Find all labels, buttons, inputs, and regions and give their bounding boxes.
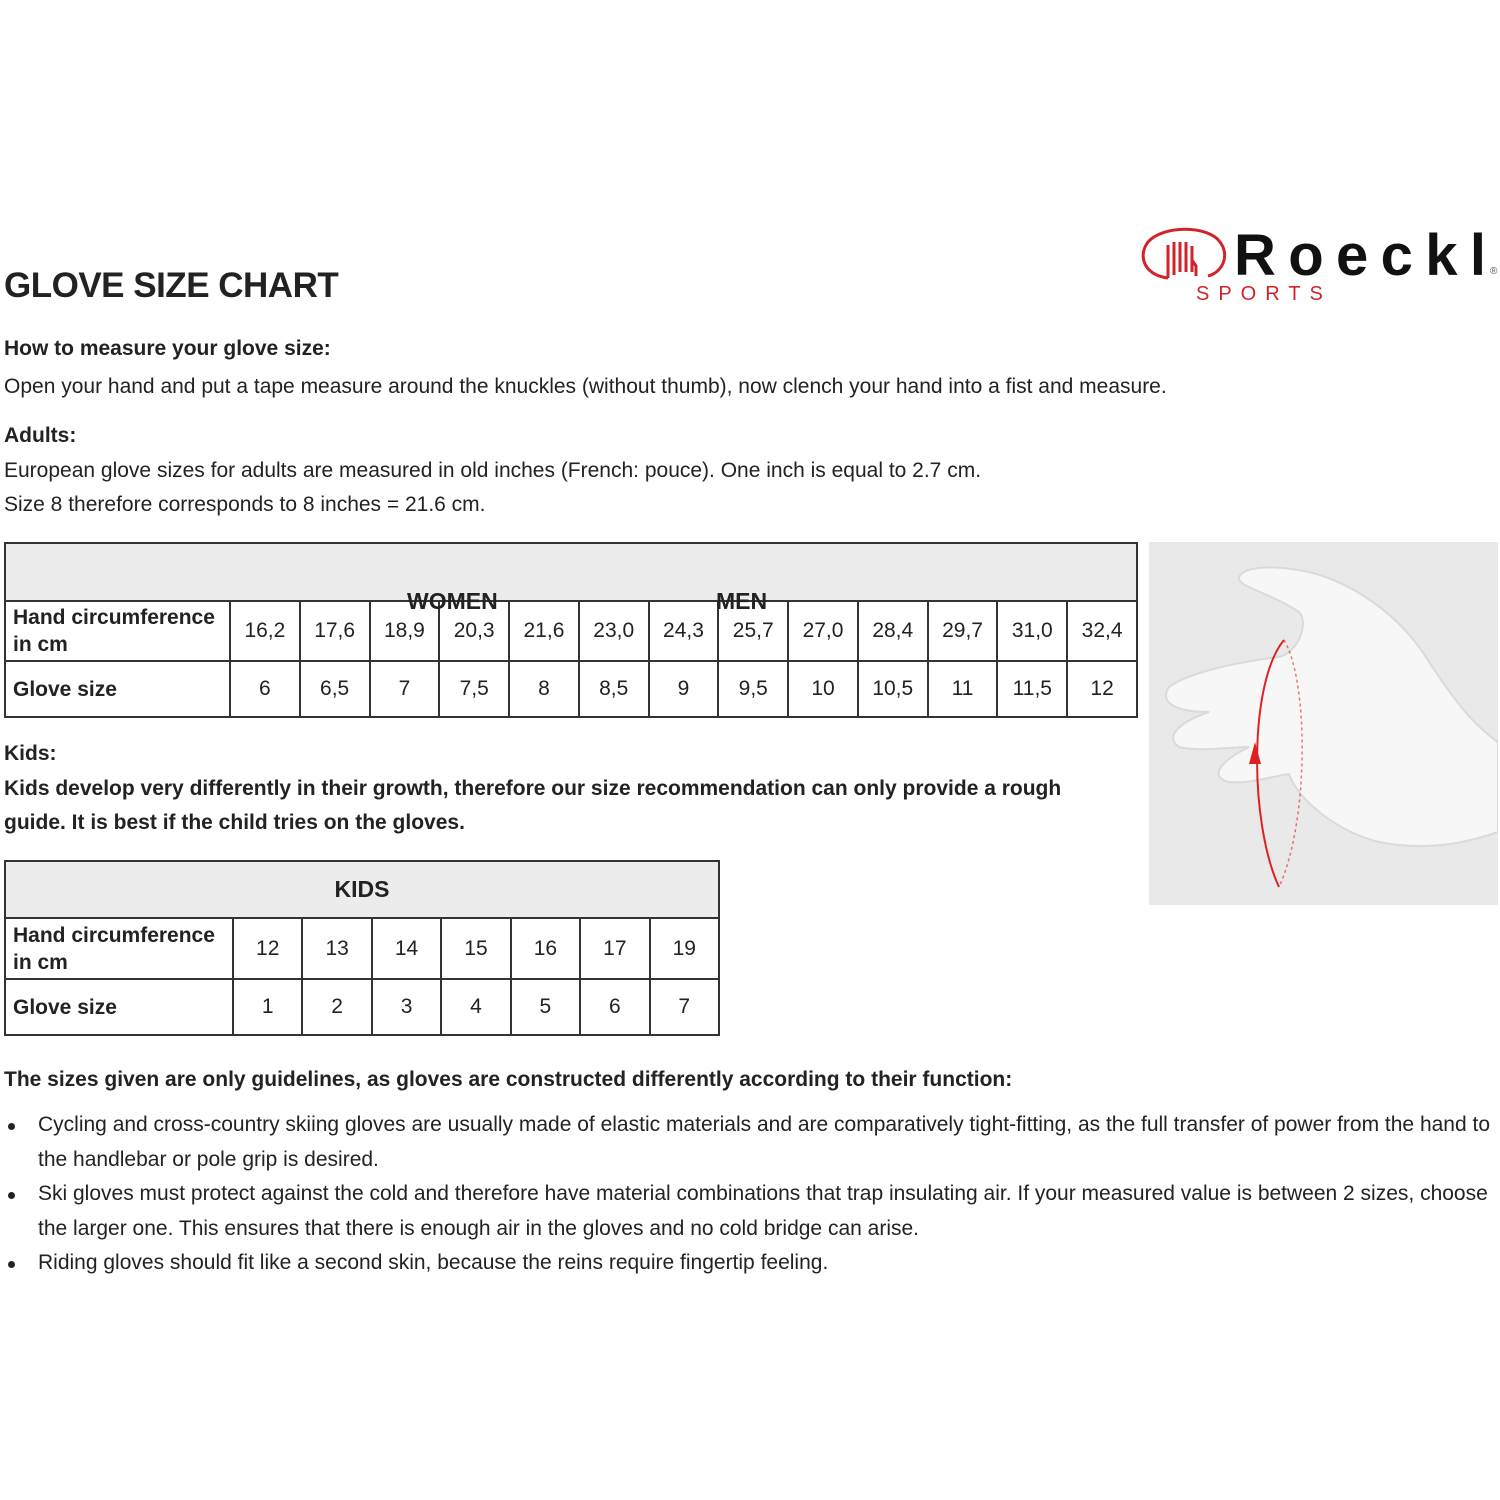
adult-size-row: Glove size 6 6,5 7 7,5 8 8,5 9 9,5 10 10,5 11 11,5 1… [4, 660, 1138, 718]
table-cell: 1 [231, 978, 304, 1036]
adult-size-table: WOMEN MEN Hand circumference in cm 16,2 1… [4, 542, 1138, 718]
adults-heading: Adults: [4, 424, 77, 447]
table-cell: 7 [648, 978, 721, 1036]
row-label: Hand circumference in cm [4, 917, 234, 980]
adult-header-row: WOMEN MEN [4, 542, 1138, 614]
svg-text:®: ® [1490, 266, 1498, 277]
kids-header-row: KIDS [4, 860, 720, 919]
table-cell: 12 [1066, 660, 1138, 718]
table-cell: 19 [648, 917, 721, 980]
table-cell: 16 [509, 917, 582, 980]
table-cell: 18,9 [368, 600, 441, 662]
notes-heading: The sizes given are only guidelines, as … [4, 1068, 1013, 1091]
table-cell: 16,2 [229, 600, 301, 662]
table-cell: 10,5 [856, 660, 929, 718]
table-cell: 29,7 [926, 600, 999, 662]
list-item: Cycling and cross-country skiing gloves … [4, 1108, 1494, 1177]
kids-heading: Kids: [4, 742, 57, 765]
table-cell: 4 [440, 978, 512, 1036]
kids-circumference-row: Hand circumference in cm 12 13 14 15 16 17 19 [4, 917, 721, 980]
table-cell: 2 [301, 978, 373, 1036]
table-cell: 21,6 [508, 600, 580, 662]
table-cell: 24,3 [647, 600, 720, 662]
table-cell: 10 [787, 660, 859, 718]
table-cell: 15 [440, 917, 512, 980]
adults-line1: European glove sizes for adults are meas… [4, 459, 982, 482]
adult-circumference-row: Hand circumference in cm 16,2 17,6 18,9 20,… [4, 600, 1138, 662]
table-cell: 14 [370, 917, 443, 980]
group-men: MEN [716, 588, 768, 614]
table-cell: 9,5 [717, 660, 790, 718]
table-cell: 11,5 [996, 660, 1069, 718]
list-item: Riding gloves should fit like a second s… [4, 1246, 1494, 1281]
row-label: Glove size [4, 978, 234, 1036]
table-cell: 32,4 [1066, 600, 1138, 662]
row-label: Glove size [4, 660, 231, 718]
hand-measurement-image [1149, 542, 1499, 905]
table-cell: 12 [231, 917, 304, 980]
table-cell: 13 [301, 917, 373, 980]
measure-heading: How to measure your glove size: [4, 337, 331, 360]
group-women: WOMEN [407, 588, 498, 614]
table-cell: 7,5 [438, 660, 511, 718]
table-cell: 28,4 [856, 600, 929, 662]
page-title: GLOVE SIZE CHART [4, 266, 339, 305]
table-cell: 27,0 [787, 600, 859, 662]
row-label: Hand circumference in cm [4, 600, 231, 662]
table-cell: 3 [370, 978, 443, 1036]
notes-list: Cycling and cross-country skiing gloves … [4, 1108, 1494, 1281]
table-cell: 11 [926, 660, 999, 718]
table-cell: 25,7 [717, 600, 790, 662]
kids-size-table: KIDS Hand circumference in cm 12 13 14 15 16… [4, 860, 721, 1036]
table-cell: 17 [579, 917, 651, 980]
roeckl-logo: Roeckl ® SPORTS [1138, 220, 1500, 310]
table-cell: 23,0 [577, 600, 650, 662]
brand-name: Roeckl [1234, 223, 1484, 288]
table-cell: 7 [368, 660, 441, 718]
table-cell: 31,0 [996, 600, 1069, 662]
table-cell: 6,5 [298, 660, 371, 718]
table-cell: 8,5 [577, 660, 650, 718]
table-cell: 20,3 [438, 600, 511, 662]
list-item: Ski gloves must protect against the cold… [4, 1177, 1494, 1246]
kids-text-line2: guide. It is best if the child tries on … [4, 811, 465, 834]
table-cell: 6 [229, 660, 301, 718]
table-cell: 8 [508, 660, 580, 718]
table-cell: 5 [509, 978, 582, 1036]
table-cell: 17,6 [298, 600, 371, 662]
brand-sub: SPORTS [1196, 283, 1332, 305]
table-cell: 6 [579, 978, 651, 1036]
measure-text: Open your hand and put a tape measure ar… [4, 375, 1167, 398]
table-cell: 9 [647, 660, 720, 718]
kids-text-line1: Kids develop very differently in their g… [4, 777, 1062, 800]
group-kids: KIDS [4, 860, 720, 919]
adults-line2: Size 8 therefore corresponds to 8 inches… [4, 493, 486, 516]
